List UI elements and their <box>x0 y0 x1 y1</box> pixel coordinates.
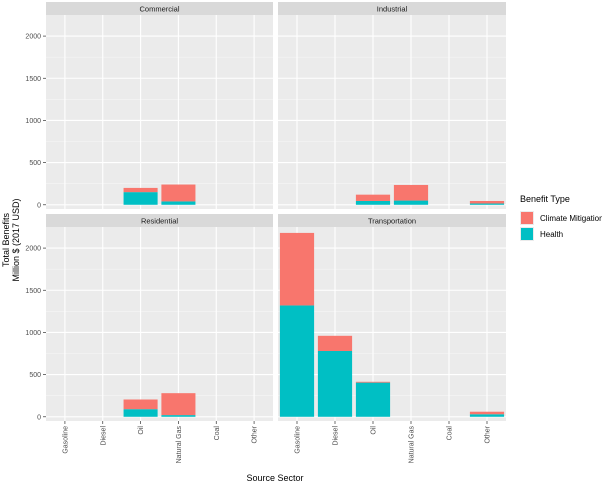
legend-key-health <box>521 228 533 240</box>
bar-climate-mitigation-diesel <box>317 335 353 351</box>
y-tick-label: 500 <box>29 372 41 379</box>
y-axis-title-line2: Million $ (2017 USD) <box>11 198 21 281</box>
y-tick-label: 1500 <box>25 288 41 295</box>
panel-commercial: Commercial <box>46 2 273 209</box>
legend-label: Health <box>540 230 563 239</box>
legend-label: Climate Mitigation <box>540 214 602 223</box>
x-tick-label: Coal <box>447 426 454 441</box>
x-tick-label: Gasoline <box>295 426 302 454</box>
y-axis-title-line1: Total Benefits <box>1 212 11 267</box>
bar-climate-mitigation-natural-gas <box>393 184 429 201</box>
strip-industrial <box>278 2 506 15</box>
bar-health-natural-gas <box>161 415 196 417</box>
y-tick-label: 1000 <box>25 118 41 125</box>
y-tick-label: 0 <box>37 202 41 209</box>
x-tick-label: Diesel <box>100 426 107 446</box>
x-tick-label: Other <box>252 425 259 443</box>
panel-industrial: Industrial <box>278 2 506 209</box>
x-tick-label: Natural Gas <box>409 426 416 464</box>
bar-climate-mitigation-oil <box>355 194 391 201</box>
strip-commercial <box>46 2 273 15</box>
y-tick-label: 1000 <box>25 330 41 337</box>
bar-climate-mitigation-natural-gas <box>161 184 196 202</box>
y-tick-label: 500 <box>29 160 41 167</box>
panel-background <box>46 15 273 209</box>
x-tick-label: Gasoline <box>62 426 69 454</box>
x-axis-title: Source Sector <box>246 473 303 483</box>
x-tick-label: Oil <box>138 426 145 435</box>
panel-background <box>278 227 506 421</box>
bar-health-gasoline <box>279 305 315 417</box>
bar-climate-mitigation-gasoline <box>279 232 315 306</box>
strip-label: Residential <box>141 217 178 226</box>
bar-climate-mitigation-oil <box>123 399 158 410</box>
panel-background <box>278 15 506 209</box>
bar-climate-mitigation-other <box>469 200 505 204</box>
bar-health-other <box>469 414 505 417</box>
strip-label: Transportation <box>368 217 416 226</box>
bar-climate-mitigation-other <box>469 411 505 415</box>
x-tick-label: Natural Gas <box>176 426 183 464</box>
x-tick-label: Oil <box>371 426 378 435</box>
bar-health-oil <box>123 409 158 417</box>
strip-residential <box>46 214 273 227</box>
x-tick-label: Diesel <box>333 426 340 446</box>
bar-health-oil <box>355 382 391 417</box>
bar-health-oil <box>355 200 391 205</box>
legend: Benefit Type Climate Mitigation Health <box>520 194 602 241</box>
panel-background <box>46 227 273 421</box>
bar-health-natural-gas <box>393 200 429 205</box>
bar-health-oil <box>123 192 158 205</box>
y-tick-label: 0 <box>37 414 41 421</box>
x-tick-label: Other <box>485 425 492 443</box>
panel-residential: Residential <box>46 214 273 421</box>
x-tick-label: Coal <box>214 426 221 441</box>
strip-transportation <box>278 214 506 227</box>
y-tick-label: 2000 <box>25 246 41 253</box>
bar-health-diesel <box>317 350 353 417</box>
legend-key-climate-mitigation <box>521 212 533 224</box>
strip-label: Commercial <box>139 5 179 14</box>
legend-title: Benefit Type <box>520 194 570 204</box>
bar-climate-mitigation-oil <box>123 187 158 193</box>
bar-health-other <box>469 203 505 205</box>
bar-health-natural-gas <box>161 201 196 205</box>
y-tick-label: 1500 <box>25 76 41 83</box>
bar-climate-mitigation-natural-gas <box>161 393 196 416</box>
panel-transportation: Transportation <box>278 214 506 421</box>
y-tick-label: 2000 <box>25 34 41 41</box>
strip-label: Industrial <box>377 5 408 14</box>
bar-climate-mitigation-oil <box>355 381 391 383</box>
